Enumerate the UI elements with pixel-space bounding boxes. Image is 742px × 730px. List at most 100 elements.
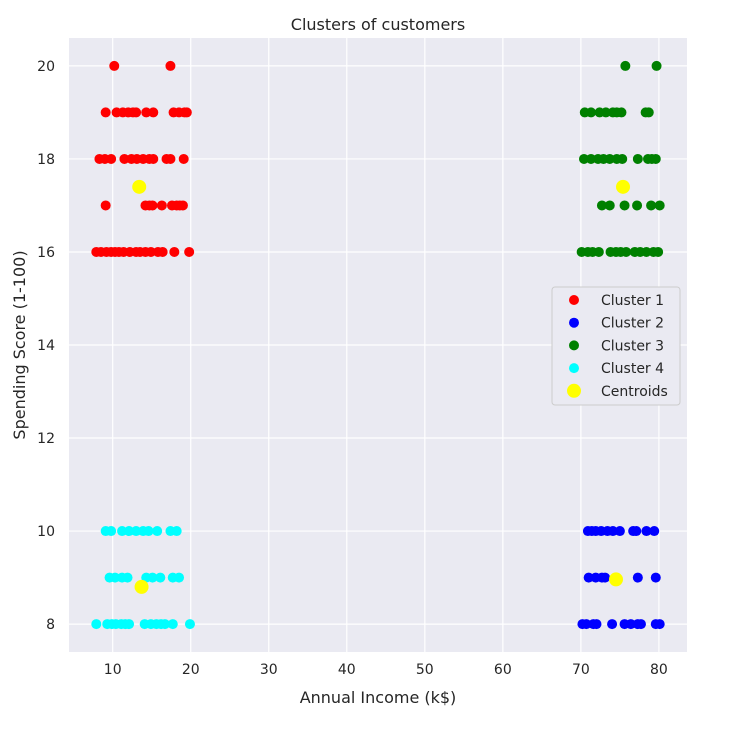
x-tick-label: 70	[572, 662, 590, 678]
cluster-3-point	[621, 246, 632, 257]
legend-marker-cluster-2	[569, 317, 579, 328]
cluster-2-point	[600, 572, 611, 583]
legend-label-centroids: Centroids	[601, 384, 668, 400]
centroids-point	[616, 179, 631, 194]
cluster-1-point	[100, 200, 111, 211]
cluster-2-point	[649, 526, 660, 537]
cluster-4-point	[159, 619, 170, 630]
cluster-1-point	[141, 107, 152, 118]
x-tick-label: 80	[650, 662, 668, 678]
legend-marker-cluster-4	[569, 363, 579, 374]
cluster-4-point	[117, 526, 128, 537]
y-tick-label: 18	[37, 152, 55, 168]
tick-labels: 10 20 30 40 50 60 70 80 8 10 12 14 16 18 20	[37, 59, 668, 678]
cluster-1-point	[156, 200, 167, 211]
cluster-4-point	[110, 572, 121, 583]
cluster-3-point	[641, 246, 652, 257]
legend-marker-cluster-1	[569, 295, 579, 305]
cluster-2-point	[635, 619, 646, 630]
centroids-point	[132, 179, 147, 194]
cluster-3-point	[579, 153, 589, 164]
cluster-1-point	[165, 153, 176, 164]
cluster-2-point	[591, 619, 602, 630]
cluster-3-point	[620, 60, 631, 71]
cluster-2-point	[607, 619, 618, 630]
x-tick-label: 60	[494, 662, 512, 678]
cluster-1-point	[157, 246, 168, 257]
cluster-3-point	[646, 200, 657, 211]
cluster-3-point	[604, 153, 615, 164]
legend-label-cluster-2: Cluster 2	[601, 316, 664, 332]
cluster-2-point	[641, 526, 652, 537]
cluster-3-point	[619, 200, 630, 211]
legend-marker-cluster-3	[569, 340, 579, 351]
cluster-1-point	[148, 153, 159, 164]
y-tick-label: 8	[46, 617, 55, 633]
x-axis-label: Annual Income (k$)	[300, 688, 457, 707]
cluster-4-point	[131, 526, 142, 537]
cluster-3-point	[586, 153, 597, 164]
y-tick-label: 12	[37, 431, 55, 447]
data-points	[91, 60, 665, 630]
cluster-3-point	[643, 107, 654, 118]
cluster-2-point	[654, 619, 665, 630]
legend-box	[551, 286, 681, 406]
cluster-1-point	[145, 246, 156, 257]
cluster-3-point	[653, 246, 664, 257]
cluster-1-point	[178, 153, 189, 164]
cluster-1-point	[165, 60, 176, 71]
legend-label-cluster-1: Cluster 1	[601, 293, 664, 309]
x-tick-label: 30	[260, 662, 278, 678]
cluster-4-point	[124, 619, 135, 630]
y-tick-label: 14	[37, 338, 55, 354]
cluster-3-point	[651, 60, 662, 71]
cluster-3-point	[632, 153, 643, 164]
legend-label-cluster-4: Cluster 4	[601, 361, 664, 377]
cluster-3-point	[617, 153, 628, 164]
cluster-1-point	[106, 153, 117, 164]
x-tick-label: 40	[338, 662, 356, 678]
cluster-3-point	[650, 153, 661, 164]
cluster-4-point	[184, 619, 195, 630]
cluster-2-point	[614, 526, 625, 537]
cluster-4-point	[147, 572, 158, 583]
cluster-2-point	[650, 572, 661, 583]
cluster-2-point	[607, 526, 618, 537]
cluster-1-point	[148, 107, 159, 118]
legend-label-cluster-3: Cluster 3	[601, 338, 664, 354]
cluster-2-point	[581, 619, 592, 630]
y-tick-label: 16	[37, 245, 55, 261]
legend: Cluster 1 Cluster 2 Cluster 3 Cluster 4 Cent…	[551, 286, 681, 406]
cluster-1-point	[109, 60, 120, 71]
cluster-3-point	[616, 107, 627, 118]
cluster-4-point	[106, 526, 117, 537]
cluster-3-point	[604, 200, 615, 211]
cluster-2-point	[625, 619, 636, 630]
cluster-3-point	[632, 200, 643, 211]
cluster-4-point	[143, 526, 154, 537]
cluster-4-point	[122, 572, 133, 583]
cluster-2-point	[631, 526, 642, 537]
cluster-1-point	[181, 107, 192, 118]
centroids-point	[134, 579, 149, 594]
y-tick-label: 10	[37, 524, 55, 540]
cluster-1-point	[131, 107, 142, 118]
cluster-4-point	[174, 572, 185, 583]
cluster-3-point	[600, 107, 611, 118]
y-axis-label: Spending Score (1-100)	[10, 250, 29, 439]
legend-marker-centroids	[567, 383, 581, 398]
cluster-1-point	[184, 246, 195, 257]
cluster-4-point	[152, 526, 163, 537]
centroids-point	[608, 572, 623, 587]
cluster-2-point	[632, 572, 643, 583]
cluster-2-point	[583, 572, 594, 583]
cluster-1-point	[119, 153, 130, 164]
chart-title: Clusters of customers	[291, 15, 465, 34]
y-tick-label: 20	[37, 59, 55, 75]
cluster-1-point	[177, 200, 188, 211]
cluster-3-point	[596, 200, 607, 211]
cluster-1-point	[147, 200, 158, 211]
x-tick-label: 20	[182, 662, 200, 678]
